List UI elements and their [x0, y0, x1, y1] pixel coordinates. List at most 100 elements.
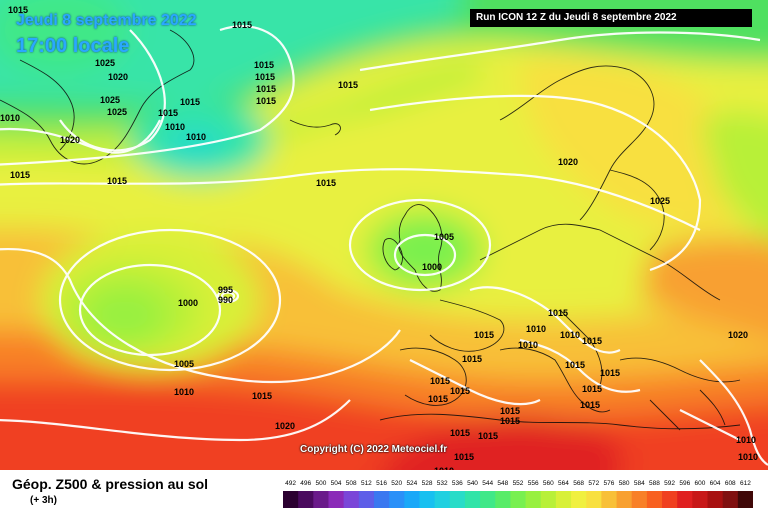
- isobar-label: 1015: [316, 178, 336, 188]
- scale-label: 572: [588, 480, 599, 487]
- isobar-label: 1015: [256, 84, 276, 94]
- scale-swatch: [601, 491, 618, 508]
- isobar-label: 1015: [107, 176, 127, 186]
- scale-label: 560: [543, 480, 554, 487]
- scale-label: 504: [331, 480, 342, 487]
- isobar-label: 1020: [558, 157, 578, 167]
- isobar-label: 1015: [8, 5, 28, 15]
- scale-swatch: [434, 491, 451, 508]
- isobar-label: 1015: [428, 394, 448, 404]
- scale-swatch: [358, 491, 375, 508]
- scale-swatch: [313, 491, 329, 508]
- run-info: Run ICON 12 Z du Jeudi 8 septembre 2022: [470, 9, 752, 27]
- isobar-label: 1015: [450, 386, 470, 396]
- scale-label: 588: [649, 480, 660, 487]
- isobar-label: 1015: [500, 406, 520, 416]
- isobar-label: 995: [218, 285, 233, 295]
- isobar-label: 1010: [0, 113, 20, 123]
- isobar-labels: 1015101510251020101510151015101510251025…: [0, 5, 758, 470]
- isobar-label: 1010: [738, 452, 758, 462]
- scale-label: 500: [315, 480, 326, 487]
- isobar-label: 1005: [434, 232, 454, 242]
- scale-label: 496: [300, 480, 311, 487]
- isobar-label: 1005: [174, 359, 194, 369]
- isobar-label: 1015: [450, 428, 470, 438]
- isobar-label: 1025: [650, 196, 670, 206]
- isobar-label: 1015: [158, 108, 178, 118]
- isobar-label: 1010: [560, 330, 580, 340]
- scale-swatch: [662, 491, 678, 508]
- scale-swatch: [586, 491, 602, 508]
- scale-label: 576: [604, 480, 615, 487]
- scale-label: 612: [740, 480, 751, 487]
- scale-swatch: [480, 491, 496, 508]
- scale-swatch: [571, 491, 587, 508]
- isobar-label: 1010: [165, 122, 185, 132]
- isobar-label: 1020: [275, 421, 295, 431]
- isobar-label: 1020: [60, 135, 80, 145]
- scale-swatch: [404, 491, 420, 508]
- scale-swatch: [540, 491, 557, 508]
- scale-label: 592: [664, 480, 675, 487]
- scale-label: 528: [422, 480, 433, 487]
- scale-swatch: [389, 491, 405, 508]
- scale-label: 608: [725, 480, 736, 487]
- scale-label: 536: [452, 480, 463, 487]
- scale-swatch: [677, 491, 693, 508]
- scale-swatch: [298, 491, 314, 508]
- isobar-label: 1000: [178, 298, 198, 308]
- scale-label: 552: [513, 480, 524, 487]
- scale-label: 516: [376, 480, 387, 487]
- scale-label: 492: [285, 480, 296, 487]
- scale-swatch: [419, 491, 436, 508]
- scale-label: 580: [619, 480, 630, 487]
- isobar-label: 1015: [430, 376, 450, 386]
- isobar-label: 1015: [582, 384, 602, 394]
- scale-swatch: [616, 491, 633, 508]
- scale-label: 568: [573, 480, 584, 487]
- geopotential-field: [0, 0, 768, 470]
- isobar-label: 1015: [454, 452, 474, 462]
- isobar-label: 1010: [186, 132, 206, 142]
- weather-map: 1015101510251020101510151015101510251025…: [0, 0, 768, 470]
- isobar-label: 1025: [100, 95, 120, 105]
- scale-label: 596: [679, 480, 690, 487]
- isobar-label: 1020: [108, 72, 128, 82]
- copyright-text: Copyright (C) 2022 Meteociel.fr: [300, 444, 448, 455]
- isobar-label: 1015: [256, 96, 276, 106]
- isobar-label: 1015: [252, 391, 272, 401]
- scale-label: 540: [467, 480, 478, 487]
- scale-swatch: [646, 491, 663, 508]
- legend-title: Géop. Z500 & pression au sol: [12, 476, 209, 492]
- isobar-label: 1015: [255, 72, 275, 82]
- scale-swatch: [737, 491, 753, 508]
- scale-label: 548: [497, 480, 508, 487]
- forecast-time: 17:00 locale: [16, 35, 130, 57]
- scale-label: 544: [482, 480, 493, 487]
- isobar-label: 1015: [500, 416, 520, 426]
- isobar-label: 1015: [232, 20, 252, 30]
- scale-label: 524: [406, 480, 417, 487]
- scale-label: 604: [710, 480, 721, 487]
- isobar-label: 1015: [582, 336, 602, 346]
- scale-swatch: [692, 491, 709, 508]
- isobar-label: 1015: [10, 170, 30, 180]
- isobars: [0, 25, 768, 466]
- scale-swatch: [555, 491, 572, 508]
- scale-label: 520: [391, 480, 402, 487]
- scale-swatch: [283, 491, 299, 508]
- legend-bar: Géop. Z500 & pression au sol (+ 3h) 492 4…: [0, 470, 768, 512]
- scale-label: 600: [695, 480, 706, 487]
- scale-swatch: [722, 491, 739, 508]
- isobar-label: 1010: [434, 466, 454, 470]
- isobar-label: 1010: [526, 324, 546, 334]
- scale-label: 512: [361, 480, 372, 487]
- isobar-label: 1010: [174, 387, 194, 397]
- isobar-label: 1025: [107, 107, 127, 117]
- color-scale: 492 496 500 504 508 512 516 520 524 528 532 536 540 5…: [283, 480, 753, 508]
- scale-swatch: [495, 491, 511, 508]
- forecast-date: Jeudi 8 septembre 2022: [16, 12, 197, 29]
- isobar-label: 1015: [600, 368, 620, 378]
- coastlines: [0, 29, 741, 431]
